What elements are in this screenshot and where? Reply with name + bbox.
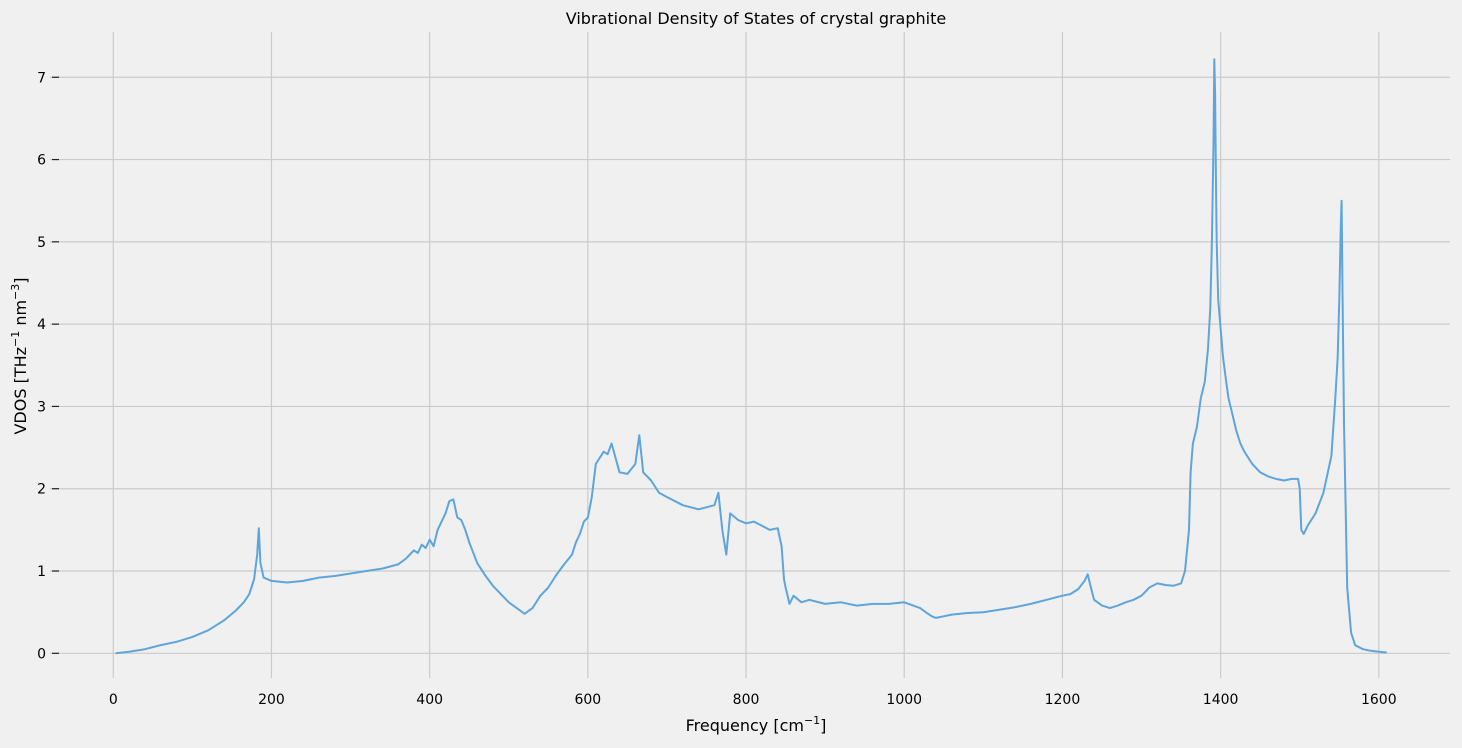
x-tick-label-1600: 1600 [1361, 692, 1397, 708]
y-axis-title: VDOS [THz−1 nm−3] [9, 277, 30, 434]
x-tick-label-800: 800 [733, 692, 760, 708]
x-tick-label-400: 400 [416, 692, 443, 708]
x-tick-label-1200: 1200 [1045, 692, 1081, 708]
grid [50, 32, 1450, 678]
y-tick-label-3: 3 [37, 399, 46, 415]
x-tick-label-1400: 1400 [1203, 692, 1239, 708]
y-tick-label-4: 4 [37, 317, 46, 333]
x-tick-label-200: 200 [258, 692, 285, 708]
y-tick-label-6: 6 [37, 153, 46, 169]
y-tick-label-1: 1 [37, 564, 46, 580]
x-tick-label-0: 0 [109, 692, 118, 708]
x-tick-label-1000: 1000 [886, 692, 922, 708]
y-tick-label-5: 5 [37, 235, 46, 251]
x-axis: 0 200 400 600 800 1000 1200 1400 1600 [109, 692, 1397, 708]
y-tick-label-2: 2 [37, 482, 46, 498]
x-tick-label-600: 600 [574, 692, 601, 708]
y-tick-label-7: 7 [37, 70, 46, 86]
y-tick-label-0: 0 [37, 646, 46, 662]
x-axis-title: Frequency [cm−1] [686, 714, 827, 735]
series-line [115, 58, 1387, 655]
chart-title: Vibrational Density of States of crystal… [566, 9, 946, 28]
y-axis: 0 1 2 3 4 5 6 7 [37, 70, 59, 662]
